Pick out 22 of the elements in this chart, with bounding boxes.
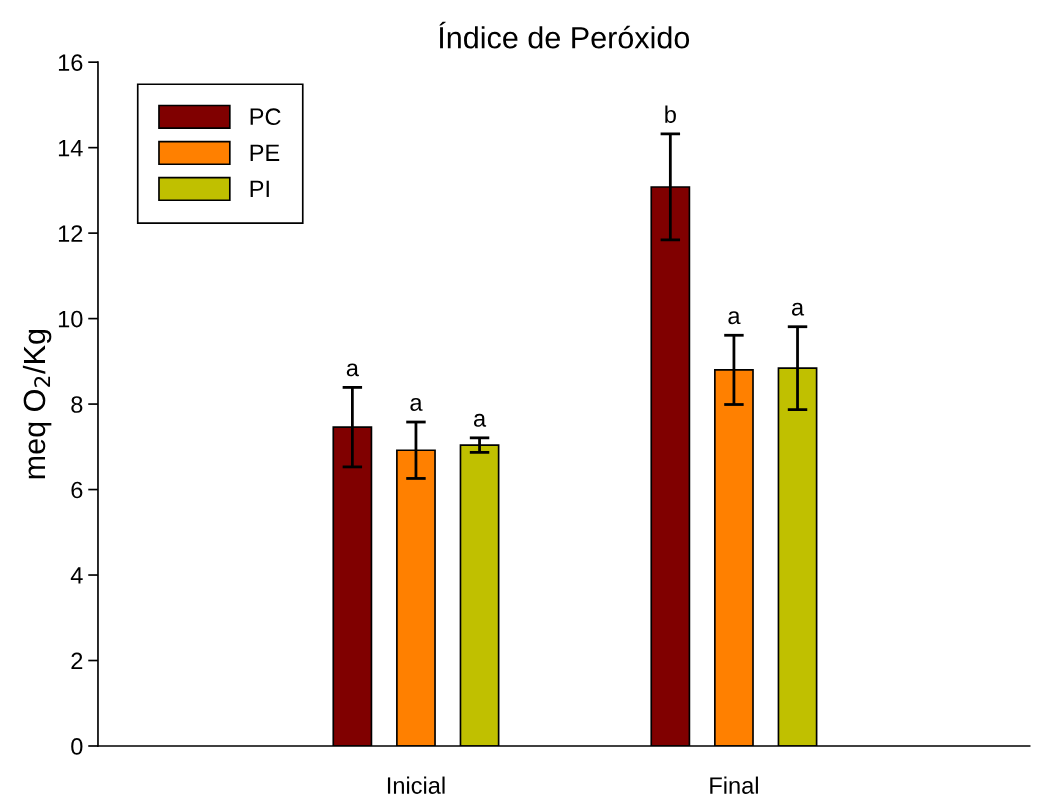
x-tick-label: Final [710, 776, 758, 794]
x-tick-label: Inicial [387, 776, 445, 794]
legend-label: PE [250, 144, 280, 161]
y-tick-label: 8 [71, 396, 83, 413]
legend-label: PI [250, 180, 269, 197]
y-tick-label: 6 [71, 481, 83, 499]
data-label: a [410, 398, 423, 411]
y-tick-label: 10 [58, 310, 83, 328]
y-tick-label: 16 [58, 54, 83, 71]
chart-title: Índice de Peróxido [439, 21, 690, 49]
y-tick-label: 12 [58, 225, 83, 242]
data-label: a [728, 311, 741, 325]
y-tick-label: 14 [58, 139, 83, 157]
legend-label: PC [250, 108, 281, 126]
data-label: a [473, 413, 487, 427]
data-label: a [346, 363, 359, 377]
y-axis-title: meq O$_{2}$/Kg [22, 329, 52, 479]
y-tick-label: 2 [71, 652, 83, 670]
data-label: a [791, 302, 805, 316]
y-tick-label: 4 [70, 567, 83, 584]
data-label: b [665, 105, 676, 123]
y-tick-label: 0 [71, 738, 83, 755]
